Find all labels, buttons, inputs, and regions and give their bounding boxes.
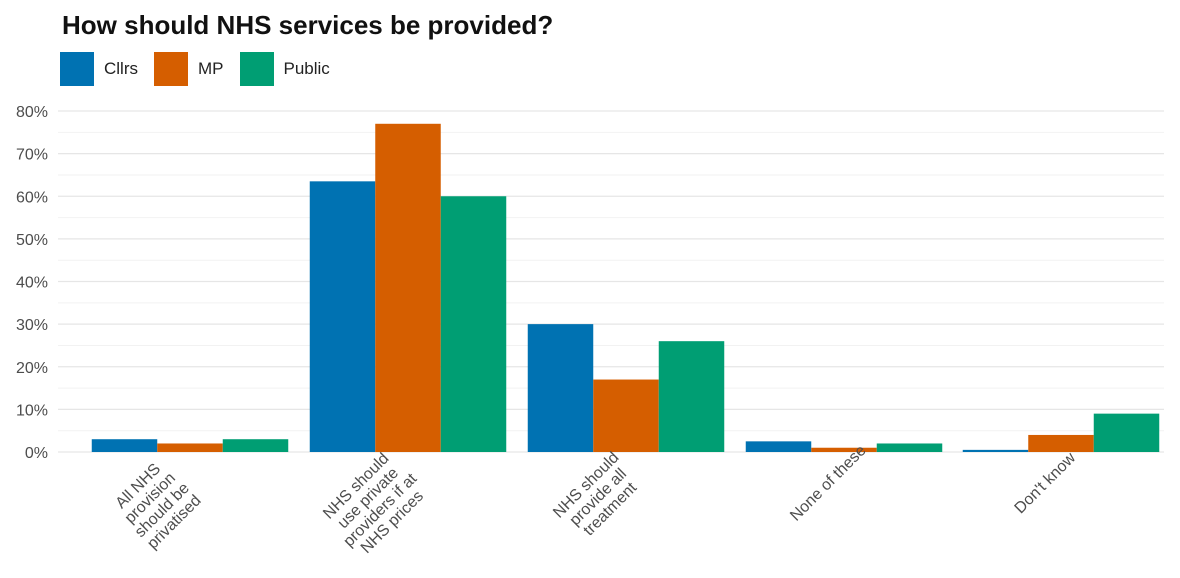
legend-swatch-cllrs — [60, 52, 94, 86]
y-tick-label: 0% — [25, 445, 48, 462]
legend-item-public: Public — [239, 52, 330, 86]
bar-public-3 — [876, 443, 943, 452]
x-tick-label-group: Don't know — [1012, 449, 1080, 517]
y-tick-label: 40% — [16, 275, 48, 292]
bar-public-4 — [1093, 413, 1160, 452]
bar-mp-0 — [157, 443, 223, 452]
legend-item-mp: MP — [154, 52, 224, 86]
bar-mp-3 — [811, 447, 877, 452]
bar-mp-1 — [375, 123, 441, 452]
bar-cllrs-2 — [527, 324, 594, 452]
bar-mp-2 — [593, 379, 659, 452]
y-tick-label: 50% — [16, 232, 48, 249]
bar-public-1 — [440, 196, 507, 452]
x-tick-label: None of these — [787, 442, 870, 525]
y-tick-label: 10% — [16, 402, 48, 419]
chart-title: How should NHS services be provided? — [62, 10, 554, 40]
y-tick-label: 70% — [16, 147, 48, 164]
legend-label-cllrs: Cllrs — [104, 59, 138, 78]
y-tick-label: 80% — [16, 104, 48, 121]
bar-cllrs-0 — [91, 439, 158, 452]
y-tick-label: 30% — [16, 317, 48, 334]
legend-label-mp: MP — [198, 59, 224, 78]
legend-label-public: Public — [283, 59, 330, 78]
bar-public-2 — [658, 341, 725, 452]
bar-public-0 — [222, 439, 289, 452]
y-tick-label: 20% — [16, 360, 48, 377]
legend-swatch-public — [239, 52, 274, 86]
x-tick-label: Don't know — [1012, 449, 1080, 517]
legend-item-cllrs: Cllrs — [60, 52, 138, 86]
y-tick-label: 60% — [16, 189, 48, 206]
legend-swatch-mp — [154, 52, 188, 86]
x-tick-label-group: None of these — [787, 442, 870, 525]
bar-cllrs-4 — [962, 449, 1029, 452]
legend: Cllrs MP Public — [60, 52, 346, 86]
bar-cllrs-1 — [309, 181, 376, 453]
bar-cllrs-3 — [745, 441, 812, 452]
bar-mp-4 — [1028, 434, 1094, 452]
